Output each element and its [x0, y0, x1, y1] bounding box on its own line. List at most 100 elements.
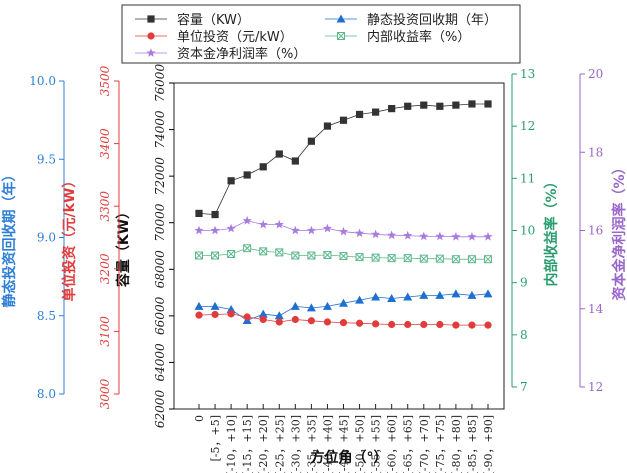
- data-point-roe: [403, 230, 413, 240]
- tick-label-roe: 14: [588, 302, 604, 316]
- data-point-capacity: [195, 209, 203, 217]
- x-tick-label: [-65，+65]: [402, 415, 415, 473]
- data-point-irr-cross: [275, 248, 284, 257]
- legend-label: 单位投资（元/kW）: [177, 29, 293, 45]
- data-point-payback: [403, 292, 413, 301]
- axis-title-unit_invest: 单位投资（元/kW）: [61, 174, 78, 302]
- data-point-unit_invest: [259, 315, 267, 324]
- x-tick-label: [-50，+50]: [354, 415, 367, 473]
- x-tick-label: [-70，+70]: [418, 415, 431, 473]
- series-irr: [195, 244, 492, 264]
- data-point-irr: [323, 251, 332, 260]
- tick-label-payback: 8.5: [37, 309, 56, 323]
- data-point-capacity: [388, 105, 396, 113]
- data-point-unit_invest: [307, 317, 315, 325]
- tick-label-unit_invest: 3500: [98, 65, 112, 96]
- data-point-unit_invest: [323, 318, 332, 326]
- category-labels: 0 [-5，+5] [-10，+10] [-15，+15] [-20，+20] [-25，…: [193, 404, 495, 473]
- data-point-roe: [371, 229, 381, 239]
- data-point-roe: [467, 231, 477, 241]
- data-point-irr-cross: [339, 252, 348, 260]
- x-tick-label: [-15，+15]: [241, 415, 254, 473]
- series-capacity: [195, 100, 492, 219]
- x-tick-label: [-5，+5]: [209, 415, 222, 462]
- data-point-capacity: [275, 150, 283, 158]
- data-point-irr: [387, 254, 396, 263]
- data-point-capacity: [339, 116, 348, 124]
- axis-irr: 7 8 9 10 11 12 13 内部收益率（%）: [511, 67, 560, 394]
- data-point-roe: [226, 223, 236, 233]
- axis-title-roe: 资本金净利润率（%）: [611, 160, 627, 300]
- data-point-roe: [338, 226, 349, 236]
- data-point-irr-cross: [195, 251, 203, 260]
- data-point-irr-cross: [419, 254, 428, 263]
- axes-group: 62000 64000 66000 68000 70000 72000 74000 76000…: [1, 64, 627, 429]
- data-point-roe: [242, 215, 252, 225]
- legend-label: 内部收益率（%）: [367, 29, 470, 45]
- tick-label-irr: 11: [520, 171, 535, 185]
- data-point-irr: [275, 248, 284, 257]
- data-point-capacity: [420, 101, 428, 109]
- tick-label-unit_invest: 3000: [98, 378, 112, 409]
- x-tick-label: [-85，+85]: [466, 415, 479, 473]
- data-point-irr: [227, 249, 236, 258]
- data-point-irr: [403, 254, 412, 263]
- plot-frame: [173, 82, 505, 410]
- data-point-payback: [419, 290, 429, 299]
- axis-payback: 8.0 8.5 9.0 9.5 10.0 静态投资回收期（年）: [1, 74, 65, 401]
- data-point-payback: [194, 301, 204, 310]
- data-point-roe: [483, 231, 493, 241]
- data-point-irr: [419, 254, 428, 263]
- data-point-payback: [258, 309, 268, 318]
- data-point-capacity: [243, 171, 251, 179]
- data-point-roe: [274, 219, 284, 229]
- x-tick-label: [-45，+45]: [338, 415, 351, 473]
- data-point-capacity: [307, 137, 315, 145]
- axis-title-payback: 静态投资回收期（年）: [1, 168, 18, 308]
- data-point-roe: [210, 225, 220, 235]
- data-point-irr: [371, 253, 380, 262]
- data-point-irr: [467, 255, 476, 264]
- data-point-unit_invest: [227, 310, 235, 318]
- x-tick-label: [-80，+80]: [450, 415, 463, 473]
- data-point-capacity: [372, 108, 380, 116]
- data-point-unit_invest: [275, 318, 283, 326]
- tick-label-payback: 9.0: [37, 231, 56, 245]
- data-point-capacity: [355, 110, 364, 119]
- tick-label-roe: 18: [588, 145, 603, 159]
- data-point-payback: [387, 294, 397, 303]
- tick-label-unit_invest: 3400: [98, 128, 112, 159]
- tick-label-capacity: 66000: [153, 296, 167, 335]
- data-point-unit_invest: [211, 310, 219, 319]
- data-point-irr: [339, 252, 348, 261]
- legend-item-capacity: 容量（KW）: [135, 12, 250, 28]
- data-point-irr-cross: [355, 253, 364, 261]
- data-point-capacity: [211, 210, 219, 219]
- data-point-irr: [243, 244, 252, 253]
- data-point-roe: [419, 231, 429, 241]
- data-point-capacity: [484, 100, 492, 108]
- tick-label-capacity: 68000: [153, 250, 167, 289]
- data-point-unit_invest: [404, 320, 412, 329]
- data-point-irr: [211, 251, 220, 260]
- tick-label-irr: 10: [520, 224, 535, 238]
- data-point-irr-cross: [227, 250, 235, 258]
- legend-item-irr: 内部收益率（%）: [325, 29, 470, 45]
- x-axis-title: 方位角（°）: [311, 449, 388, 466]
- data-point-irr-cross: [435, 254, 444, 263]
- axis-title-capacity: 容量（KW）: [115, 205, 132, 288]
- tick-label-irr: 8: [520, 328, 528, 342]
- data-point-roe: [290, 225, 300, 235]
- data-point-unit_invest: [195, 311, 203, 319]
- tick-label-roe: 20: [588, 67, 603, 81]
- data-point-irr-cross: [387, 254, 396, 263]
- data-point-irr: [291, 251, 300, 260]
- legend-label: 资本金净利润率（%）: [177, 46, 306, 62]
- data-point-irr-cross: [323, 251, 332, 259]
- tick-label-unit_invest: 3200: [98, 253, 112, 284]
- data-point-irr-cross: [211, 251, 219, 260]
- tick-label-unit_invest: 3100: [98, 316, 112, 347]
- data-point-capacity: [291, 157, 299, 165]
- tick-label-capacity: 64000: [153, 343, 167, 382]
- data-point-unit_invest: [388, 320, 396, 329]
